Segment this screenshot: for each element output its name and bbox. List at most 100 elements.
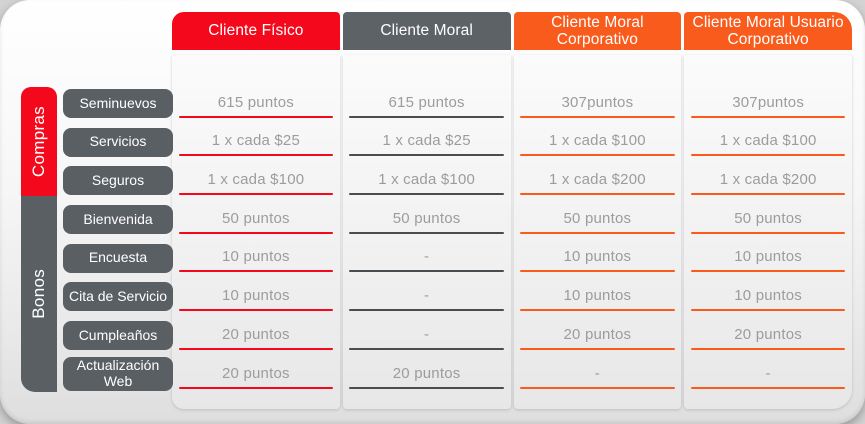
cell-value: - [424,325,430,343]
cell-servicios-c2: 1 x cada $100 [514,118,682,157]
cell-value: 10 puntos [222,248,290,266]
cell-cumpleanos-c2: 20 puntos [514,311,682,350]
cell-value: 615 puntos [388,93,465,111]
cell-underline [178,386,334,389]
cell-value: 20 puntos [222,325,290,343]
cell-seminuevos-c3: 307puntos [684,79,852,118]
cell-value: 1 x cada $200 [719,171,817,189]
category-bar-compras: Compras [21,87,57,196]
column-header-cliente-moral-usuario-corporativo: Cliente Moral Usuario Corporativo [684,12,852,50]
cell-actualizacion-web-c1: 20 puntos [343,350,511,389]
cell-underline [690,193,846,196]
category-bar-bonos: Bonos [21,196,57,392]
cell-servicios-c1: 1 x cada $25 [343,118,511,157]
cell-value: 615 puntos [217,93,294,111]
row-label-actualizacion-web: Actualización Web [63,356,173,391]
cell-servicios-c0: 1 x cada $25 [172,118,340,157]
cell-bienvenida-c3: 50 puntos [684,195,852,234]
cell-value: - [424,248,430,266]
cell-underline [690,347,846,350]
column-header-cliente-fisico: Cliente Físico [172,12,340,50]
cell-underline [520,386,675,389]
cell-cita-de-servicio-c0: 10 puntos [172,272,340,312]
cell-encuesta-c0: 10 puntos [172,234,340,273]
row-label-seminuevos: Seminuevos [63,89,173,118]
column-panel-cliente-fisico: 615 puntos 1 x cada $25 1 x cada $100 50 pu… [172,55,340,409]
cell-underline [690,386,846,389]
cell-underline [690,270,846,273]
cell-value: 50 puntos [563,209,632,227]
cell-underline [690,231,846,234]
cell-value: 20 puntos [222,364,290,382]
cell-underline [178,154,334,157]
column-header-cliente-moral: Cliente Moral [342,12,511,50]
cell-underline [520,347,675,350]
cell-underline [520,309,675,312]
cell-cumpleanos-c1: - [343,311,511,350]
cell-seguros-c1: 1 x cada $100 [343,156,511,196]
cell-value: 20 puntos [734,325,802,343]
cell-servicios-c3: 1 x cada $100 [684,118,852,157]
cell-seguros-c0: 1 x cada $100 [172,156,340,196]
cell-value: 50 puntos [392,209,461,227]
cell-underline [520,270,675,273]
cell-underline [178,309,334,312]
cell-value: - [594,364,600,382]
cell-value: 10 puntos [563,287,632,305]
cell-value: 50 puntos [734,209,802,227]
cell-seminuevos-c2: 307puntos [514,79,682,118]
column-panel-cliente-moral-corporativo: 307puntos 1 x cada $100 1 x cada $200 50 pu… [513,55,682,409]
cell-bienvenida-c2: 50 puntos [514,195,682,234]
category-label-bonos: Bonos [29,269,48,319]
row-label-cita-de-servicio: Cita de Servicio [63,282,173,312]
cell-underline [178,193,334,196]
cell-underline [178,347,334,350]
cell-value: 1 x cada $25 [211,132,301,150]
cell-underline [349,193,504,196]
cell-cita-de-servicio-c2: 10 puntos [514,272,682,312]
cell-underline [349,231,504,234]
cell-value: 1 x cada $200 [548,171,646,189]
column-panel-cliente-moral-usuario-corporativo: 307puntos 1 x cada $100 1 x cada $200 50 pu… [684,55,852,409]
cell-value: 50 puntos [222,209,290,227]
cell-value: 10 puntos [734,248,802,266]
cell-underline [690,115,846,118]
cell-underline [178,231,334,234]
cell-underline [349,347,504,350]
cell-bienvenida-c1: 50 puntos [343,195,511,234]
row-label-encuesta: Encuesta [63,243,173,273]
column-header-cliente-moral-corporativo: Cliente Moral Corporativo [513,12,682,50]
cell-seminuevos-c1: 615 puntos [343,79,511,118]
cell-value: 1 x cada $100 [719,132,817,150]
cell-underline [349,309,504,312]
column-panel-cliente-moral: 615 puntos 1 x cada $25 1 x cada $100 50 pu… [342,55,511,409]
cell-seguros-c3: 1 x cada $200 [684,156,852,196]
cell-underline [520,231,675,234]
cell-underline [690,309,846,312]
cell-cita-de-servicio-c1: - [343,272,511,312]
cell-seminuevos-c0: 615 puntos [172,79,340,118]
cell-underline [349,270,504,273]
cell-value: 307puntos [561,93,634,111]
cell-underline [178,270,334,273]
cell-underline [349,115,504,118]
cell-actualizacion-web-c0: 20 puntos [172,350,340,389]
cell-underline [520,115,675,118]
cell-encuesta-c1: - [343,234,511,273]
cell-underline [349,154,504,157]
cell-cumpleanos-c3: 20 puntos [684,311,852,350]
cell-value: - [765,364,771,382]
cell-value: 1 x cada $25 [382,132,471,150]
cell-value: 10 puntos [222,287,290,305]
cell-value: 10 puntos [734,287,802,305]
row-labels: Seminuevos Servicios Seguros Bienvenida Encu… [63,89,173,391]
cell-actualizacion-web-c2: - [514,350,682,389]
cell-value: 20 puntos [392,364,461,382]
table-body: 615 puntos 1 x cada $25 1 x cada $100 50 pu… [172,55,852,409]
cell-value: 307puntos [732,93,805,111]
cell-underline [178,115,334,118]
row-label-servicios: Servicios [63,127,173,157]
row-label-seguros: Seguros [63,166,173,196]
cell-underline [520,154,675,157]
cell-cumpleanos-c0: 20 puntos [172,311,340,350]
